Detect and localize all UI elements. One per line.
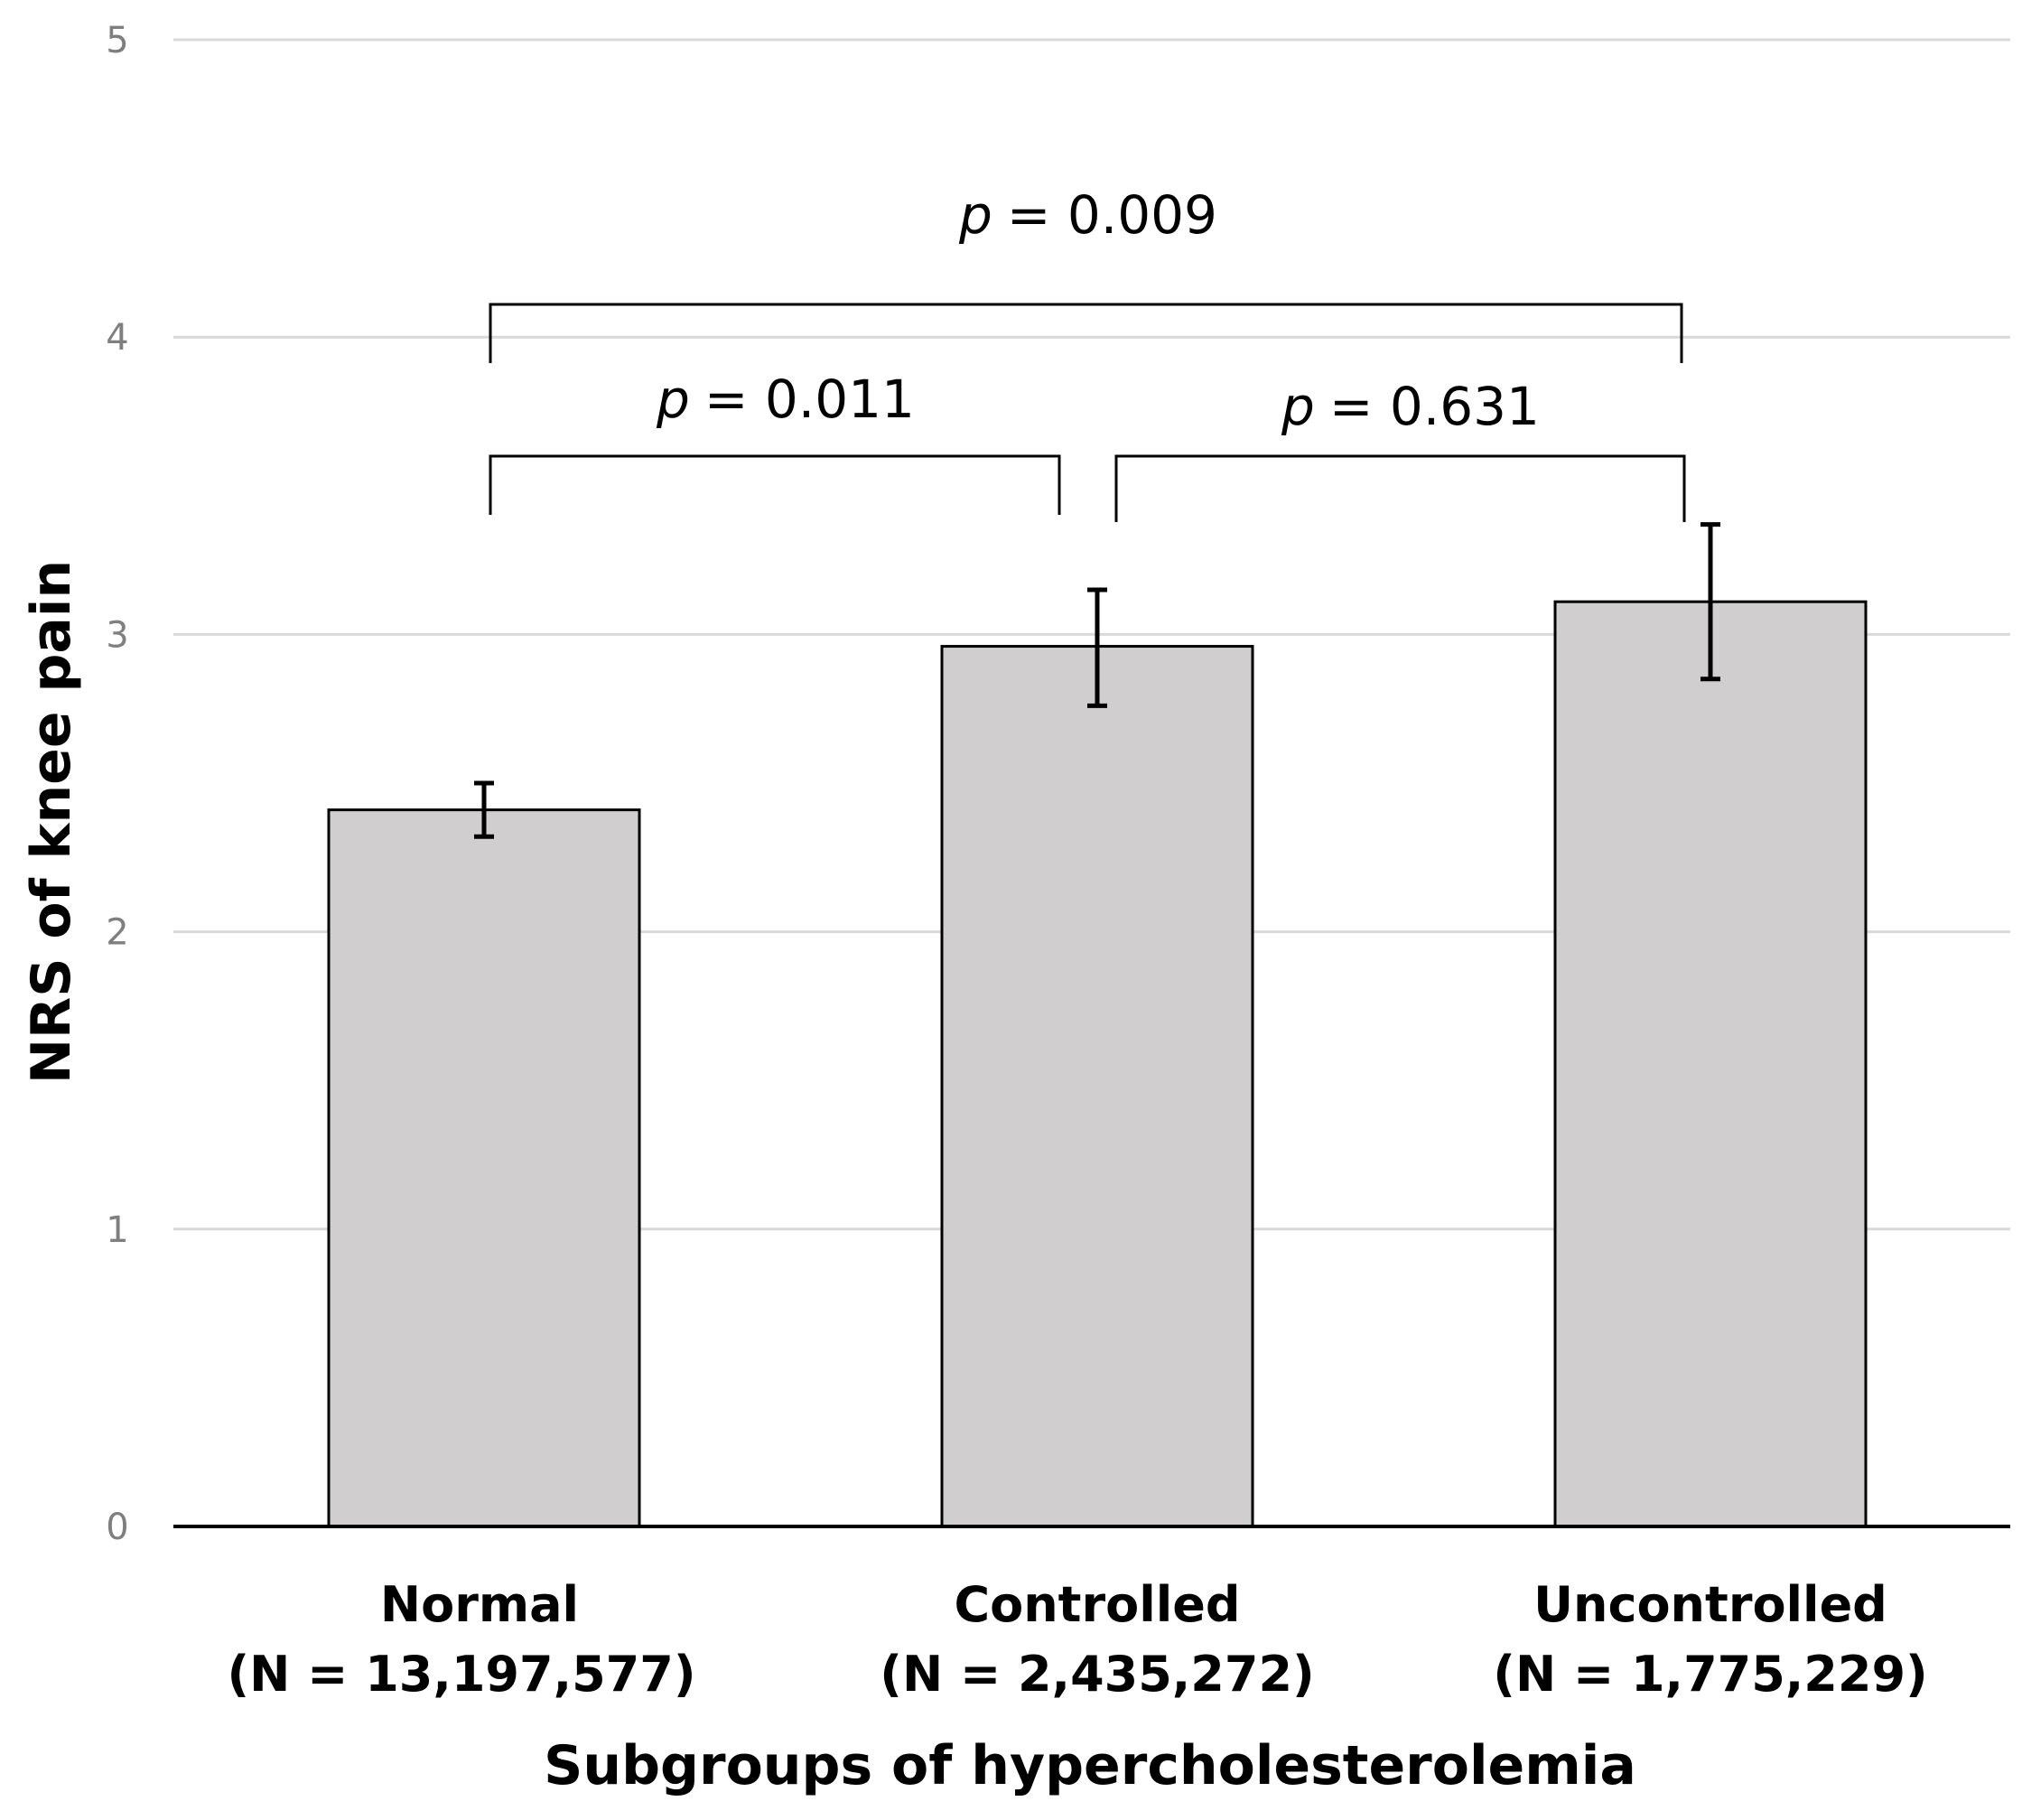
bars	[327, 600, 1868, 1528]
p-value-label: p = 0.631	[1281, 376, 1540, 437]
x-category-sublabel: (N = 1,775,229)	[1493, 1646, 1927, 1703]
error-bars	[474, 522, 1720, 839]
p-symbol: p	[656, 369, 690, 430]
y-tick-label: 4	[106, 317, 128, 359]
x-category-labels: Normal (N = 13,197,577) Controlled (N = 2,4…	[227, 1576, 1927, 1703]
significance-bracket: p = 0.011	[489, 369, 1061, 515]
x-category-label: Controlled	[954, 1576, 1240, 1633]
x-category-sublabel: (N = 2,435,272)	[880, 1646, 1314, 1703]
y-tick-labels: 0 1 2 3 4 5	[106, 20, 128, 1548]
p-value: = 0.009	[1007, 184, 1217, 246]
y-axis-title: NRS of knee pain	[20, 560, 83, 1084]
y-tick-label: 5	[106, 20, 128, 61]
error-bar-controlled	[1087, 587, 1107, 708]
p-symbol: p	[1281, 376, 1315, 437]
significance-bracket: p = 0.009	[489, 184, 1683, 363]
p-value: = 0.631	[1329, 376, 1540, 437]
x-category-label: Uncontrolled	[1533, 1576, 1887, 1633]
significance-bracket: p = 0.631	[1114, 376, 1686, 522]
y-tick-label: 3	[106, 614, 128, 656]
x-category-label: Normal	[380, 1576, 579, 1633]
y-tick-label: 2	[106, 912, 128, 954]
p-symbol: p	[958, 184, 992, 246]
bar-controlled	[940, 645, 1254, 1528]
error-bar-uncontrolled	[1701, 522, 1720, 682]
bar-uncontrolled	[1553, 600, 1868, 1528]
bar-normal	[327, 808, 641, 1528]
y-tick-label: 1	[106, 1209, 128, 1251]
error-bar-normal	[474, 780, 494, 839]
x-axis-title: Subgroups of hypercholesterolemia	[544, 1734, 1636, 1797]
p-value: = 0.011	[704, 369, 915, 430]
x-category-sublabel: (N = 13,197,577)	[227, 1646, 695, 1703]
p-value-label: p = 0.011	[656, 369, 915, 430]
p-value-label: p = 0.009	[958, 184, 1217, 246]
y-tick-label: 0	[106, 1507, 128, 1548]
